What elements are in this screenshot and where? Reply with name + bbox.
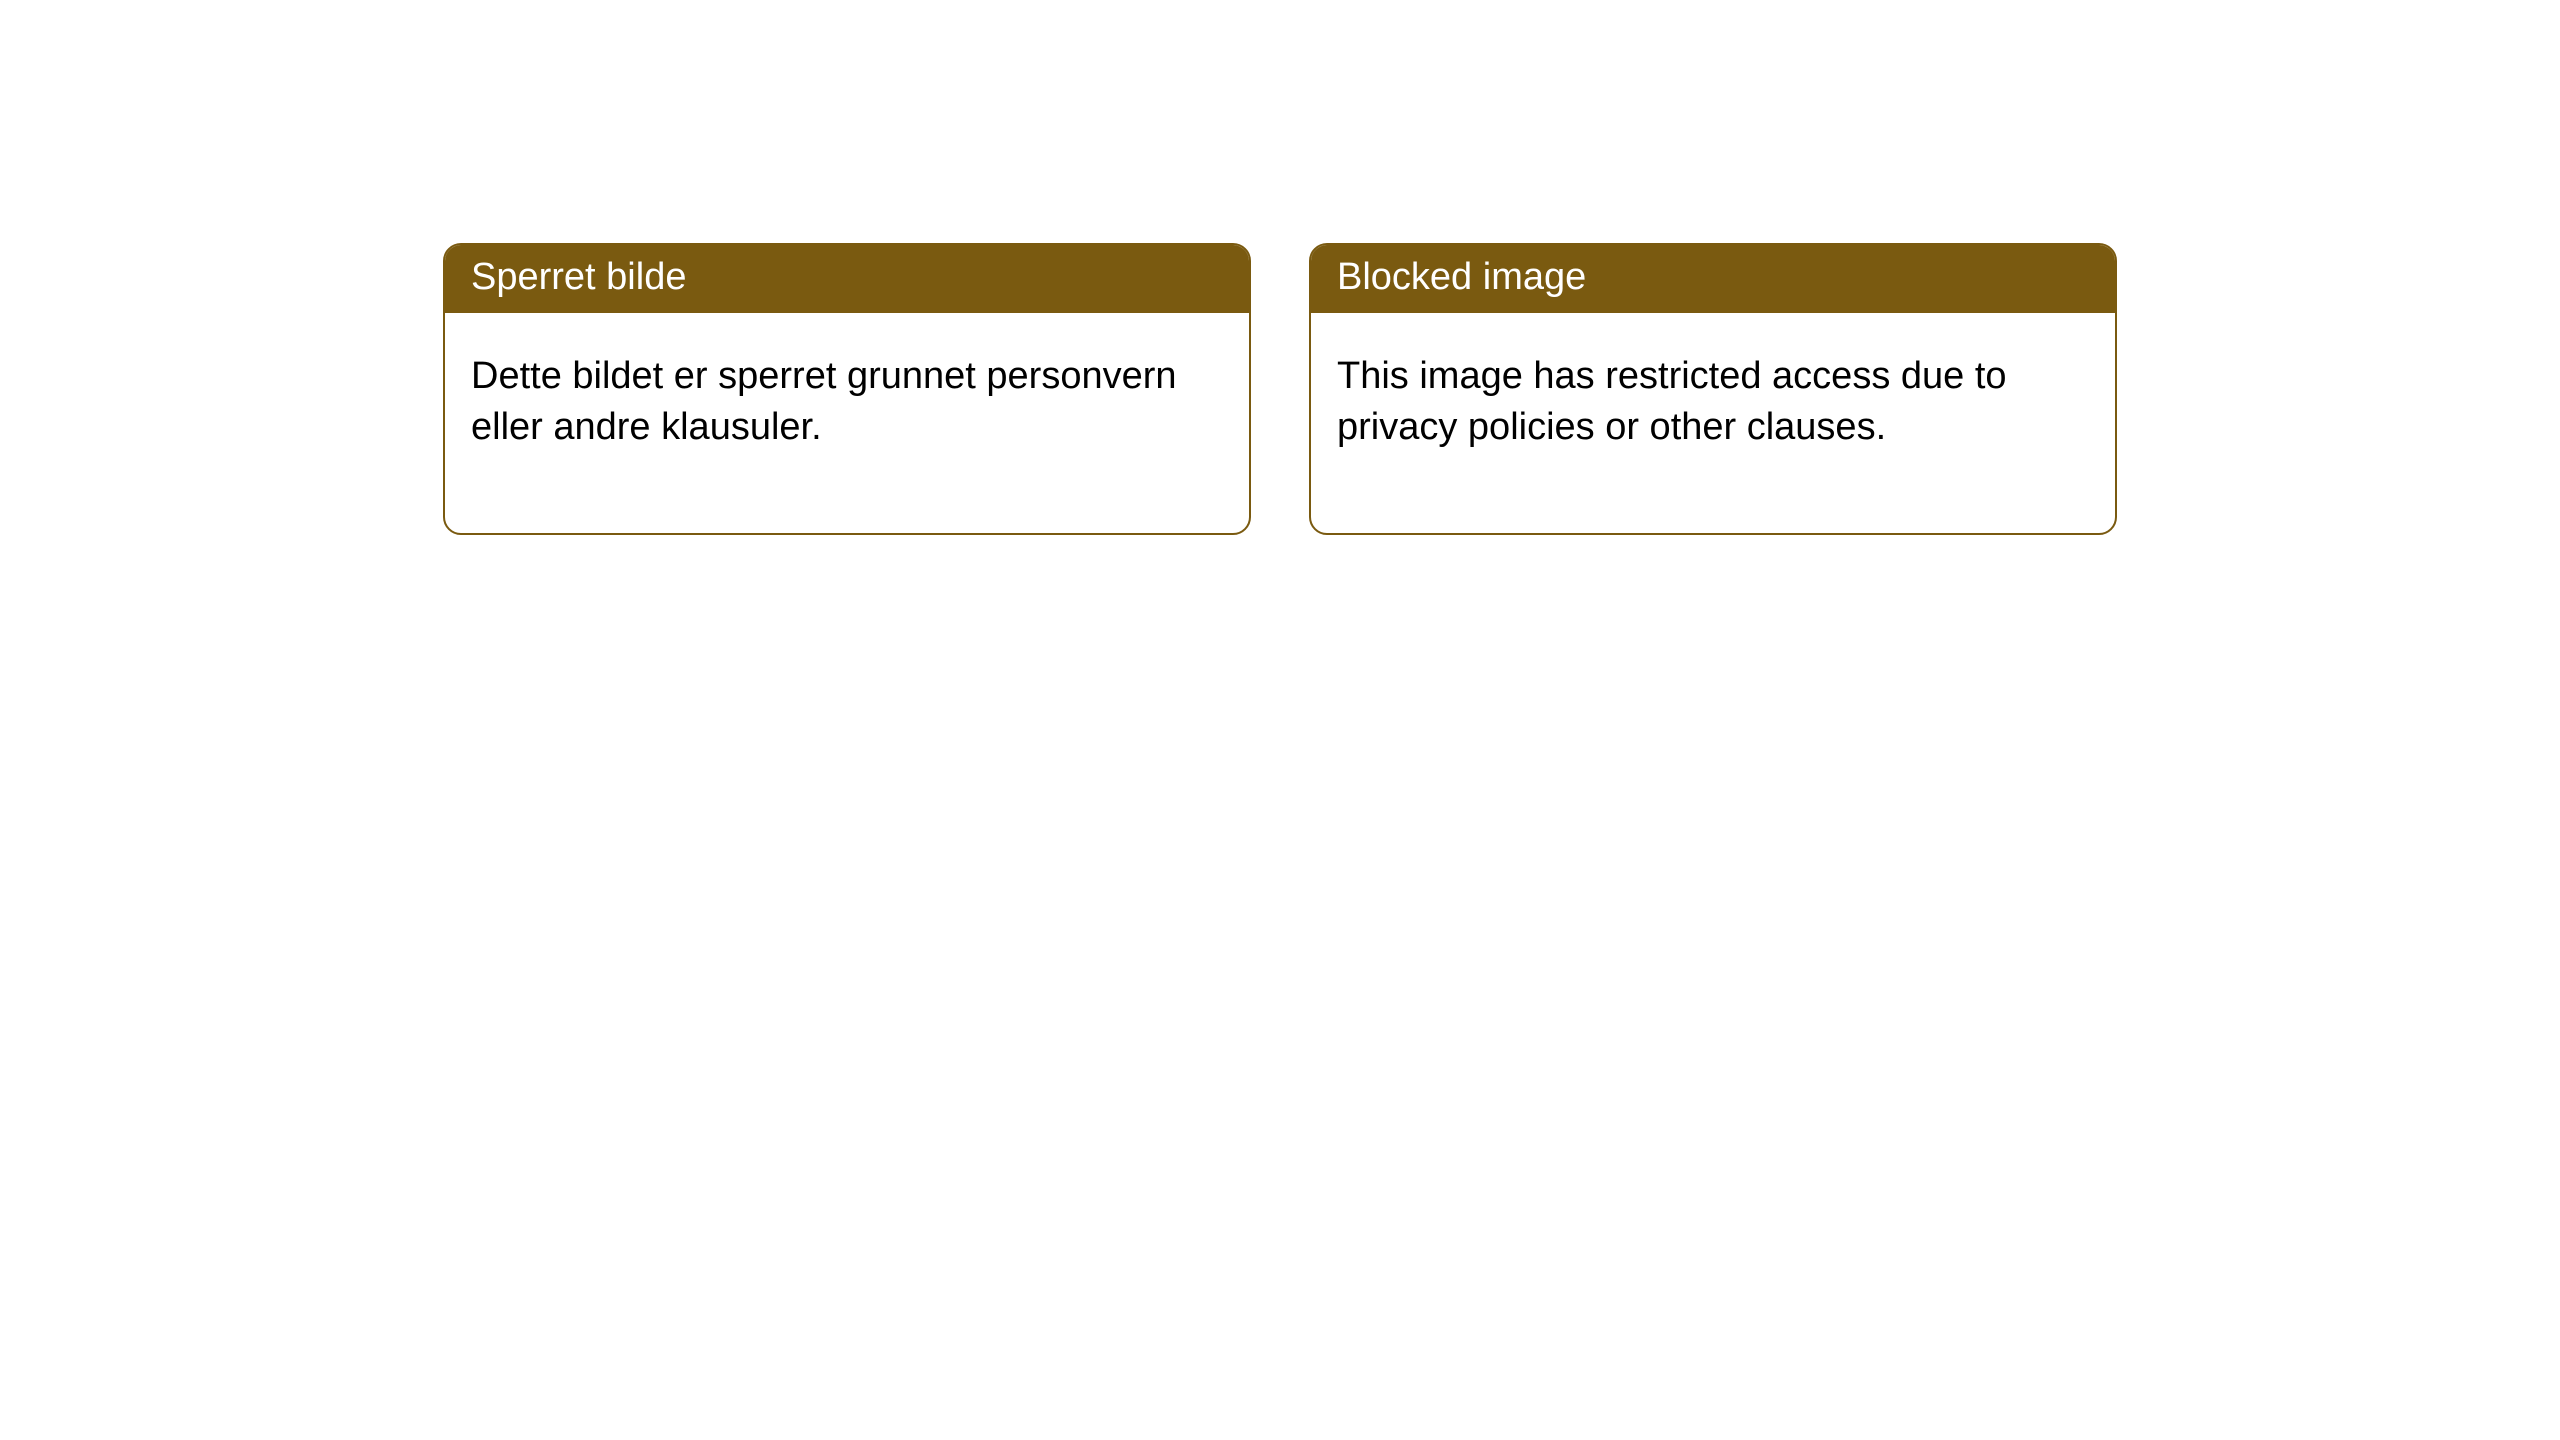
notice-title: Sperret bilde [471, 256, 686, 298]
notice-body: Dette bildet er sperret grunnet personve… [445, 313, 1249, 534]
notice-title: Blocked image [1337, 256, 1586, 298]
notice-container: Sperret bilde Dette bildet er sperret gr… [0, 0, 2560, 535]
notice-body-text: Dette bildet er sperret grunnet personve… [471, 355, 1177, 448]
notice-body: This image has restricted access due to … [1311, 313, 2115, 534]
notice-box-norwegian: Sperret bilde Dette bildet er sperret gr… [443, 243, 1251, 535]
notice-header: Sperret bilde [445, 245, 1249, 313]
notice-header: Blocked image [1311, 245, 2115, 313]
notice-box-english: Blocked image This image has restricted … [1309, 243, 2117, 535]
notice-body-text: This image has restricted access due to … [1337, 355, 2007, 448]
